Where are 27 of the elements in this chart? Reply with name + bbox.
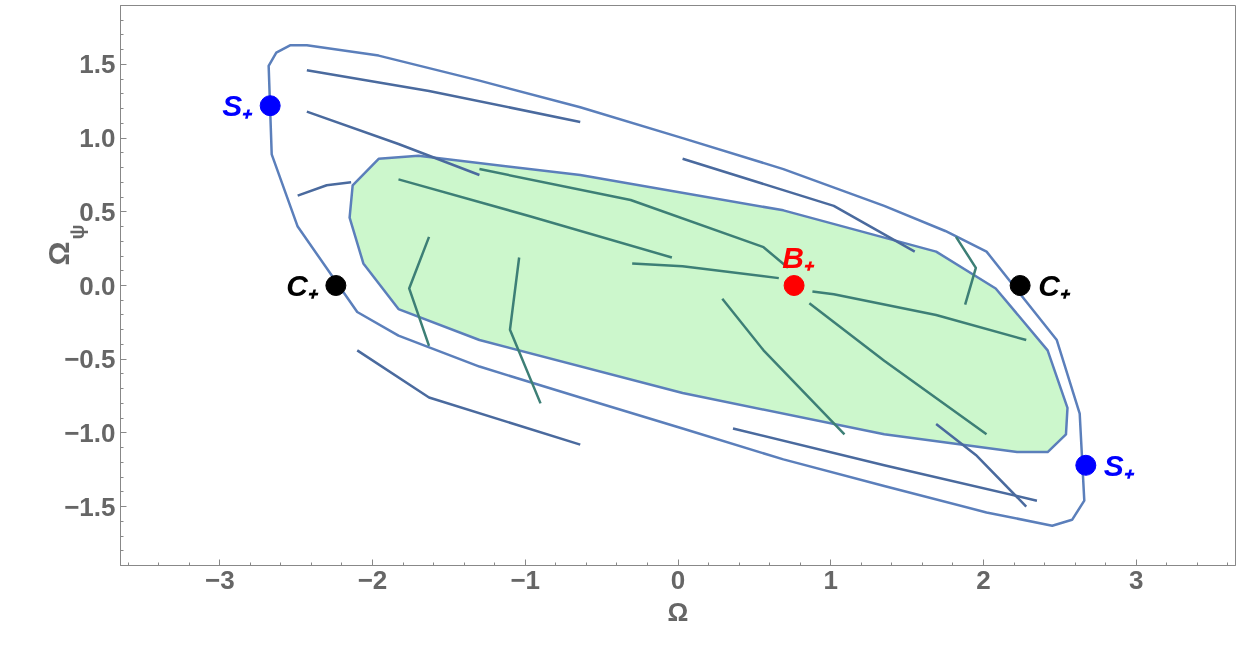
x-tick-label: 3 [1128, 564, 1144, 595]
point [783, 275, 805, 296]
point [259, 95, 281, 117]
x-tick-label: −2 [357, 564, 388, 595]
series-label: S₊ [222, 89, 254, 123]
x-axis-title: Ω [667, 596, 689, 627]
point [1075, 454, 1097, 476]
point [325, 275, 347, 296]
series-label: C₊ [286, 269, 319, 302]
y-axis-title: Ωψ [42, 224, 88, 266]
x-tick-label: 1 [823, 564, 838, 595]
line-series [811, 290, 1028, 342]
x-tick-label: −1 [510, 564, 541, 595]
series-label: B₊ [782, 240, 815, 274]
y-tick-label: −0.5 [64, 344, 116, 375]
x-tick-label: 2 [976, 564, 991, 595]
y-tick-label: 1.0 [79, 123, 116, 154]
text: C₊ [1038, 269, 1070, 302]
y-tick-label: −1.5 [64, 491, 116, 522]
y-tick-label: 0.5 [79, 196, 116, 227]
x-tick-label: 0 [670, 564, 686, 595]
text: S₊ [1103, 448, 1134, 482]
point [1009, 275, 1031, 296]
y-tick-label: 0.0 [79, 270, 116, 301]
y-tick-label: 1.5 [79, 49, 116, 80]
y-tick-label: −1.0 [64, 417, 116, 448]
x-tick-label: −3 [204, 564, 235, 595]
